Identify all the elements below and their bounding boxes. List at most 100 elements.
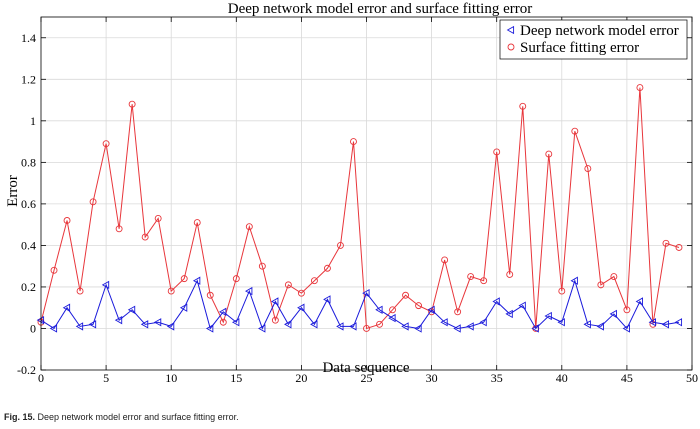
data-point-deep-network xyxy=(479,318,487,327)
data-point-surface-fitting xyxy=(232,275,240,283)
data-point-deep-network xyxy=(505,309,513,319)
data-point-deep-network xyxy=(271,297,279,306)
data-point-surface-fitting xyxy=(467,273,475,281)
legend-box xyxy=(499,19,688,60)
x-tick-label: 30 xyxy=(426,371,438,385)
data-point-surface-fitting xyxy=(402,291,410,299)
data-point-surface-fitting xyxy=(545,150,553,158)
data-point-deep-network xyxy=(349,322,357,331)
data-point-deep-network xyxy=(544,311,552,321)
y-axis-label: Error xyxy=(5,175,21,207)
data-point-deep-network xyxy=(310,320,318,329)
legend-label-deep-network: Deep network model error xyxy=(520,23,679,39)
data-point-deep-network xyxy=(570,276,578,285)
data-point-surface-fitting xyxy=(610,273,618,281)
data-point-surface-fitting xyxy=(245,223,253,231)
data-series xyxy=(36,84,683,333)
data-point-deep-network xyxy=(531,324,539,333)
data-point-surface-fitting xyxy=(167,287,175,295)
data-point-surface-fitting xyxy=(323,264,331,272)
data-point-deep-network xyxy=(635,297,643,306)
data-point-deep-network xyxy=(75,322,84,331)
data-point-deep-network xyxy=(114,315,123,325)
data-point-surface-fitting xyxy=(193,219,201,227)
x-tick-label: 10 xyxy=(165,371,177,385)
data-point-deep-network xyxy=(258,324,266,333)
data-point-deep-network xyxy=(388,313,396,323)
data-point-surface-fitting xyxy=(350,138,357,146)
data-point-surface-fitting xyxy=(571,127,579,135)
x-tick-label: 20 xyxy=(295,371,307,385)
y-tick-label: -0.2 xyxy=(17,363,36,377)
data-point-surface-fitting xyxy=(480,277,488,285)
data-point-deep-network xyxy=(375,305,383,314)
x-tick-label: 15 xyxy=(230,371,242,385)
legend: Deep network model error Surface fitting… xyxy=(499,19,688,60)
data-point-surface-fitting xyxy=(415,302,423,310)
data-point-deep-network xyxy=(466,322,474,331)
data-point-deep-network xyxy=(583,320,591,329)
data-point-surface-fitting xyxy=(441,256,449,264)
data-point-deep-network xyxy=(414,324,422,333)
legend-marker-symbol xyxy=(507,43,515,51)
caption-label: Fig. 15. xyxy=(4,412,36,422)
data-point-deep-network xyxy=(166,322,175,331)
data-point-surface-fitting xyxy=(376,320,383,328)
series-line-surface-fitting xyxy=(40,87,680,330)
legend-label-surface-fitting: Surface fitting error xyxy=(520,40,639,56)
data-point-deep-network xyxy=(674,318,683,327)
data-point-deep-network xyxy=(401,322,409,331)
data-point-surface-fitting xyxy=(506,271,514,278)
data-point-deep-network xyxy=(557,318,565,327)
data-point-deep-network xyxy=(140,320,149,329)
y-tick-label: 1.2 xyxy=(21,72,36,86)
y-tick-label: 1 xyxy=(30,114,36,128)
data-point-surface-fitting xyxy=(493,148,501,156)
data-point-deep-network xyxy=(596,322,604,331)
data-point-surface-fitting xyxy=(102,140,110,148)
data-point-surface-fitting xyxy=(519,102,527,110)
data-point-surface-fitting xyxy=(389,306,396,314)
data-point-surface-fitting xyxy=(141,233,149,241)
chart-title: Deep network model error and surface fit… xyxy=(228,1,532,17)
legend-marker-deep-network xyxy=(506,25,515,35)
data-point-surface-fitting xyxy=(454,308,462,316)
data-point-surface-fitting xyxy=(363,325,370,332)
data-point-deep-network xyxy=(336,322,344,331)
data-point-surface-fitting xyxy=(310,277,318,285)
x-tick-label: 40 xyxy=(556,371,568,385)
x-tick-label: 5 xyxy=(103,371,109,385)
data-point-deep-network xyxy=(323,295,331,304)
data-point-deep-network xyxy=(49,324,58,333)
x-tick-label: 25 xyxy=(361,371,373,385)
data-point-surface-fitting xyxy=(219,318,227,326)
data-point-surface-fitting xyxy=(675,244,683,251)
data-point-surface-fitting xyxy=(623,306,631,314)
data-point-deep-network xyxy=(127,305,136,314)
legend-marker-symbol xyxy=(506,25,515,35)
data-point-deep-network xyxy=(153,318,162,327)
data-point-surface-fitting xyxy=(584,165,592,173)
data-point-deep-network xyxy=(231,318,240,327)
data-point-deep-network xyxy=(492,297,500,306)
y-tick-label: 0.4 xyxy=(21,238,36,252)
data-point-surface-fitting xyxy=(206,291,214,299)
y-tick-label: 1.4 xyxy=(21,31,36,45)
data-point-surface-fitting xyxy=(115,225,123,233)
data-point-surface-fitting xyxy=(636,84,644,92)
data-point-deep-network xyxy=(284,320,292,329)
data-point-deep-network xyxy=(518,301,526,310)
data-point-surface-fitting xyxy=(154,214,162,222)
data-point-surface-fitting xyxy=(662,239,670,247)
axis-ticks: 0 5 10 15 20 25 30 35 40 45 50-0.200.20.40.60.811.… xyxy=(17,17,698,385)
data-point-deep-network xyxy=(101,280,110,290)
y-tick-label: 0.8 xyxy=(21,155,36,169)
legend-marker-surface-fitting xyxy=(507,43,515,51)
x-tick-label: 45 xyxy=(621,371,633,385)
data-point-surface-fitting xyxy=(63,217,71,224)
data-point-deep-network xyxy=(362,288,370,298)
y-tick-label: 0.6 xyxy=(21,197,36,211)
data-point-surface-fitting xyxy=(76,287,84,295)
data-point-surface-fitting xyxy=(180,275,188,283)
